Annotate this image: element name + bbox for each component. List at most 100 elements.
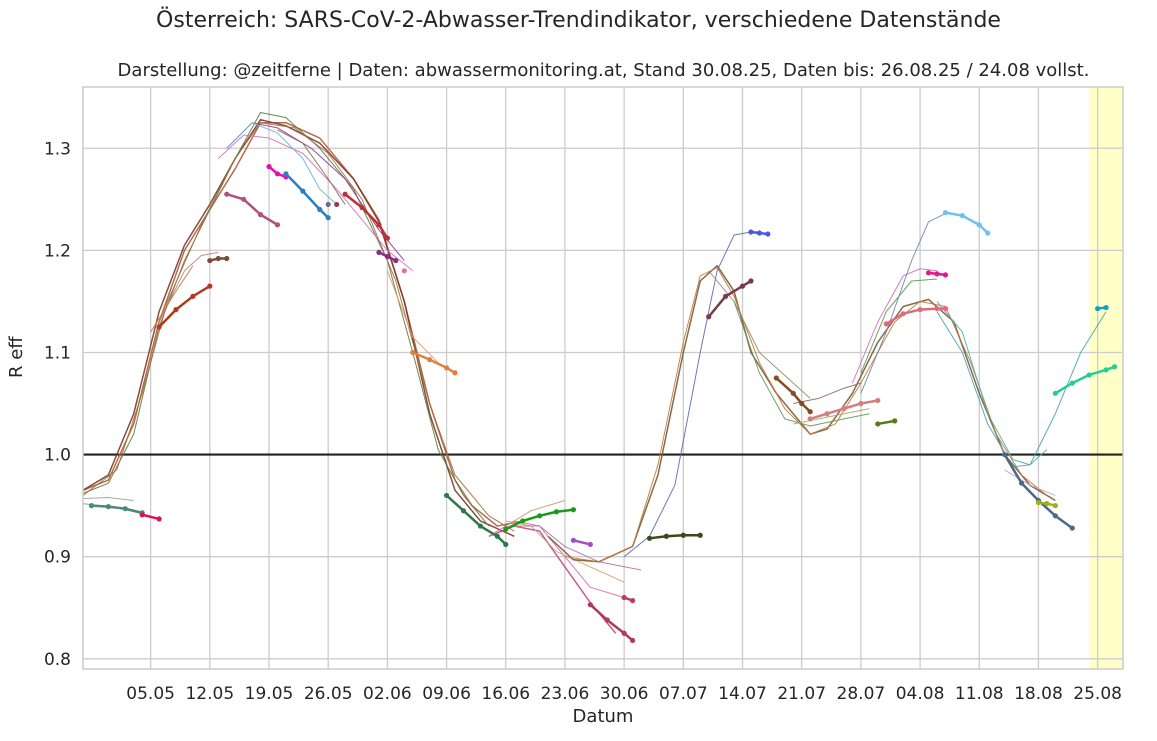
series-line — [82, 122, 515, 532]
x-tick-label: 05.05 — [126, 684, 175, 704]
data-point — [443, 365, 450, 371]
data-point — [756, 230, 763, 236]
series-line — [876, 419, 896, 426]
series-line — [82, 112, 490, 527]
series-line — [860, 278, 938, 374]
series-line — [572, 539, 592, 546]
plot-frame — [82, 86, 1124, 670]
data-point — [207, 283, 213, 289]
x-tick-label: 07.07 — [659, 684, 708, 704]
x-tick-label: 28.07 — [837, 684, 886, 704]
series-line — [90, 504, 144, 515]
series-line — [1004, 469, 1056, 496]
data-point — [283, 171, 289, 177]
data-point — [748, 278, 754, 284]
series-line — [589, 603, 634, 642]
data-point — [1095, 305, 1101, 312]
x-tick-label: 14.07 — [718, 684, 767, 704]
series-line — [225, 192, 279, 227]
chart-suptitle: Österreich: SARS-CoV-2-Abwasser-Trendind… — [156, 8, 1001, 33]
data-point — [587, 602, 593, 608]
data-point — [224, 191, 230, 197]
data-point — [841, 406, 847, 412]
series-line — [708, 270, 811, 399]
data-point — [883, 321, 889, 327]
data-point — [122, 506, 128, 512]
data-point — [942, 305, 949, 312]
data-point — [604, 617, 610, 623]
y-tick-label: 1.0 — [44, 446, 71, 466]
data-point — [900, 311, 906, 317]
series-line — [775, 376, 812, 413]
data-point — [621, 594, 627, 601]
series-line — [158, 251, 219, 323]
data-point — [384, 253, 390, 260]
data-point — [790, 390, 796, 396]
data-point — [88, 503, 95, 509]
data-point — [748, 229, 754, 235]
data-point — [317, 206, 323, 213]
y-tick-label: 0.9 — [44, 548, 71, 568]
x-axis-label: Datum — [572, 706, 634, 727]
data-point — [452, 370, 458, 376]
series-line — [150, 265, 194, 333]
x-tick-label: 04.08 — [896, 684, 945, 704]
data-point — [1086, 372, 1092, 378]
series-line — [82, 496, 134, 502]
data-point — [257, 212, 264, 218]
data-point — [156, 516, 162, 522]
data-point — [875, 421, 881, 427]
data-point — [503, 526, 509, 532]
series-line — [411, 351, 457, 375]
x-tick-label: 18.08 — [1014, 684, 1063, 704]
data-point — [393, 257, 399, 264]
data-point — [773, 375, 779, 381]
x-tick-label: 26.05 — [304, 684, 353, 704]
data-point — [1018, 480, 1025, 486]
data-point — [173, 306, 179, 313]
series-line — [564, 267, 1048, 563]
data-point — [1103, 304, 1109, 311]
series-line — [936, 301, 1048, 466]
data-point — [706, 314, 712, 320]
x-tick-label: 11.08 — [955, 684, 1004, 704]
data-point — [942, 209, 949, 216]
data-point — [629, 637, 636, 644]
series-line — [505, 520, 625, 583]
data-point — [376, 249, 382, 256]
data-point — [384, 235, 390, 241]
data-point — [807, 409, 813, 415]
axis-layer: 05.05 12.05 19.05 26.05 02.06 09.06 16.06 23.06… — [44, 86, 1124, 704]
data-point — [536, 513, 543, 519]
data-point — [824, 411, 830, 417]
data-point — [266, 164, 272, 170]
data-point — [985, 230, 991, 236]
series-line — [648, 533, 702, 540]
data-point — [858, 400, 864, 407]
data-point — [325, 215, 331, 221]
data-point — [875, 397, 881, 404]
x-tick-label: 25.08 — [1073, 684, 1122, 704]
series-line — [277, 129, 346, 205]
x-tick-label: 21.07 — [777, 684, 826, 704]
data-point — [334, 201, 340, 208]
data-point — [215, 255, 221, 262]
data-point — [1069, 380, 1075, 386]
data-point — [274, 222, 281, 228]
data-point — [570, 507, 577, 513]
data-point — [807, 416, 813, 422]
data-point — [325, 201, 331, 208]
data-point — [274, 171, 281, 177]
data-point — [942, 272, 949, 278]
highlight-span — [1089, 87, 1123, 669]
data-point — [976, 222, 982, 228]
data-point — [892, 418, 898, 424]
y-tick-label: 1.2 — [44, 241, 71, 261]
y-tick-label: 1.3 — [44, 139, 71, 159]
x-tick-label: 19.05 — [245, 684, 294, 704]
data-point — [739, 283, 746, 289]
series-line — [733, 301, 870, 427]
series-line — [284, 172, 330, 219]
data-point — [1052, 390, 1058, 396]
series-line — [936, 311, 1107, 468]
